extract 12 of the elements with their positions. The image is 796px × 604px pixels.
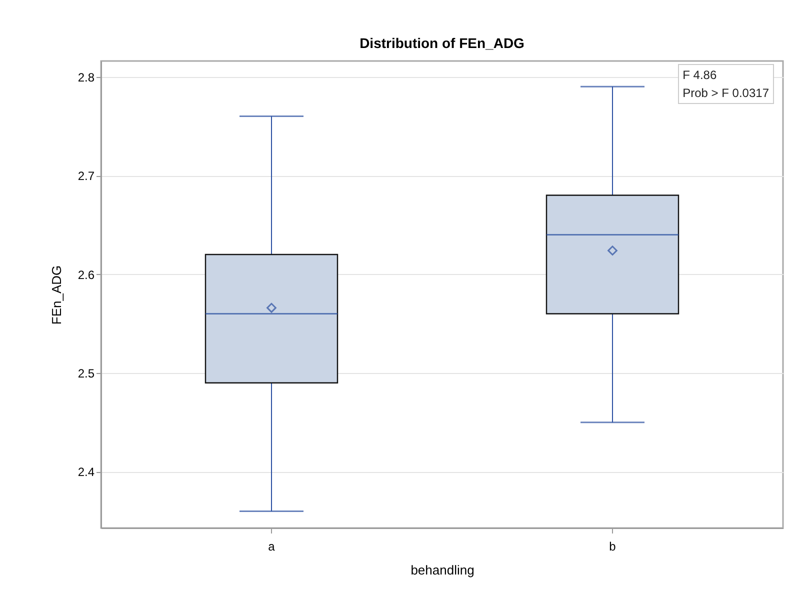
y-tick-label: 2.5 [78,366,95,380]
y-axis-title: FEn_ADG [48,265,64,325]
y-tick-label: 2.4 [78,465,95,480]
x-axis-title: behandling [410,562,474,578]
y-tick-label: 2.7 [78,169,95,184]
y-tick-label: 2.8 [78,70,95,84]
y-tick-label: 2.6 [78,268,95,282]
chart-title: Distribution of FEn_ADG [360,35,525,51]
annotation: Prob > F 0.0317 [682,85,769,102]
x-tick-label: a [268,540,276,554]
x-tick-label: b [609,540,616,554]
annotation: F 4.86 [682,67,718,84]
